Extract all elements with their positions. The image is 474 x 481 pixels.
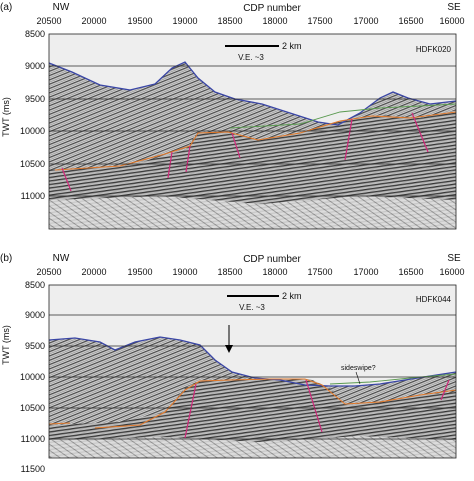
fault-line (185, 145, 191, 173)
scale-bar-label: 2 km (282, 41, 302, 51)
twt-tick-label: 10000 (20, 126, 45, 136)
cdp-tick-label: 18000 (262, 16, 287, 26)
cdp-tick-label: 19000 (172, 16, 197, 26)
right-direction-label: SE (447, 253, 461, 264)
twt-tick-label: 8500 (25, 280, 45, 290)
arrow-annotation (225, 325, 233, 353)
fault-line (61, 167, 72, 192)
twt-tick-label: 8500 (25, 29, 45, 39)
cdp-tick-label: 17500 (307, 16, 332, 26)
seafloor-horizon (49, 61, 456, 126)
fault-line (305, 379, 323, 433)
cdp-tick-label: 20000 (81, 267, 106, 277)
twt-tick-label: 11500 (21, 464, 45, 474)
cdp-tick-labels: 20500 20000 19500 19000 18500 18000 1750… (36, 16, 464, 26)
cdp-tick-label: 18000 (262, 267, 287, 277)
cdp-tick-label: 18500 (217, 16, 242, 26)
cdp-tick-label: 16500 (398, 267, 423, 277)
cdp-tick-label: 16000 (439, 16, 464, 26)
cdp-tick-label: 20500 (36, 267, 61, 277)
deep-noise (49, 196, 456, 229)
vertical-exaggeration-label: V.E. ~3 (239, 303, 265, 312)
panel-b: (b) NW SE CDP number 20500 20000 19500 1… (0, 253, 465, 474)
line-name: HDFK020 (416, 45, 452, 54)
cdp-tick-label: 18500 (217, 267, 242, 277)
cdp-tick-label: 19500 (127, 16, 152, 26)
cdp-tick-label: 17000 (353, 267, 378, 277)
frame (48, 33, 457, 230)
cdp-tick-label: 17000 (353, 16, 378, 26)
left-direction-label: NW (53, 2, 70, 13)
twt-tick-label: 10500 (20, 159, 45, 169)
left-direction-label: NW (53, 253, 70, 264)
sideswipe-annotation: sideswipe? (341, 365, 376, 372)
seismic-section-a (49, 34, 456, 229)
twt-tick-label: 9500 (25, 94, 45, 104)
fault-line (167, 151, 173, 179)
twt-tick-labels: 8500 9000 9500 10000 10500 11000 11500 (20, 280, 45, 474)
twt-tick-label: 10000 (20, 372, 45, 382)
twt-tick-label: 11000 (21, 434, 45, 444)
orange-horizon (54, 111, 456, 171)
scale-bar-label: 2 km (282, 291, 302, 301)
twt-tick-labels: 8500 9000 9500 10000 10500 11000 (20, 29, 45, 201)
fault-line (440, 379, 450, 401)
cdp-tick-label: 16500 (398, 16, 423, 26)
cdp-tick-label: 19000 (172, 267, 197, 277)
twt-tick-label: 10500 (20, 403, 45, 413)
fault-line (411, 112, 429, 153)
twt-axis-title: TWT (ms) (1, 325, 11, 365)
cdp-tick-labels: 20500 20000 19500 19000 18500 18000 1750… (36, 267, 464, 277)
right-direction-label: SE (447, 2, 461, 13)
green-horizon (329, 373, 456, 385)
deep-noise (49, 436, 456, 458)
cdp-axis-title: CDP number (243, 3, 301, 14)
green-horizon (229, 103, 456, 129)
twt-tick-label: 9500 (25, 341, 45, 351)
panel-a: (a) NW SE CDP number 20500 20000 19500 1… (0, 2, 465, 230)
twt-gridlines (49, 314, 456, 440)
twt-tick-label: 9000 (25, 61, 45, 71)
annotation-leader (355, 371, 361, 385)
seismic-section-b (49, 285, 456, 458)
vertical-exaggeration-label: V.E. ~3 (238, 53, 264, 62)
cdp-tick-label: 19500 (127, 267, 152, 277)
panel-letter: (a) (0, 2, 12, 13)
line-name: HDFK044 (416, 295, 452, 304)
cdp-tick-label: 17500 (307, 267, 332, 277)
fault-line (231, 132, 241, 159)
cdp-axis-title: CDP number (243, 254, 301, 265)
twt-tick-label: 9000 (25, 310, 45, 320)
twt-axis-title: TWT (ms) (1, 97, 11, 137)
orange-horizon (49, 422, 71, 425)
seafloor-horizon (49, 336, 456, 387)
twt-tick-label: 11000 (21, 191, 45, 201)
frame (48, 284, 457, 459)
cdp-tick-label: 20000 (81, 16, 106, 26)
cdp-tick-label: 16000 (439, 267, 464, 277)
fault-line (344, 118, 353, 161)
cdp-tick-label: 20500 (36, 16, 61, 26)
orange-horizon (94, 378, 456, 429)
panel-letter: (b) (0, 253, 12, 264)
twt-gridlines (49, 65, 456, 197)
fault-line (184, 383, 197, 439)
arrow-head (225, 345, 233, 353)
